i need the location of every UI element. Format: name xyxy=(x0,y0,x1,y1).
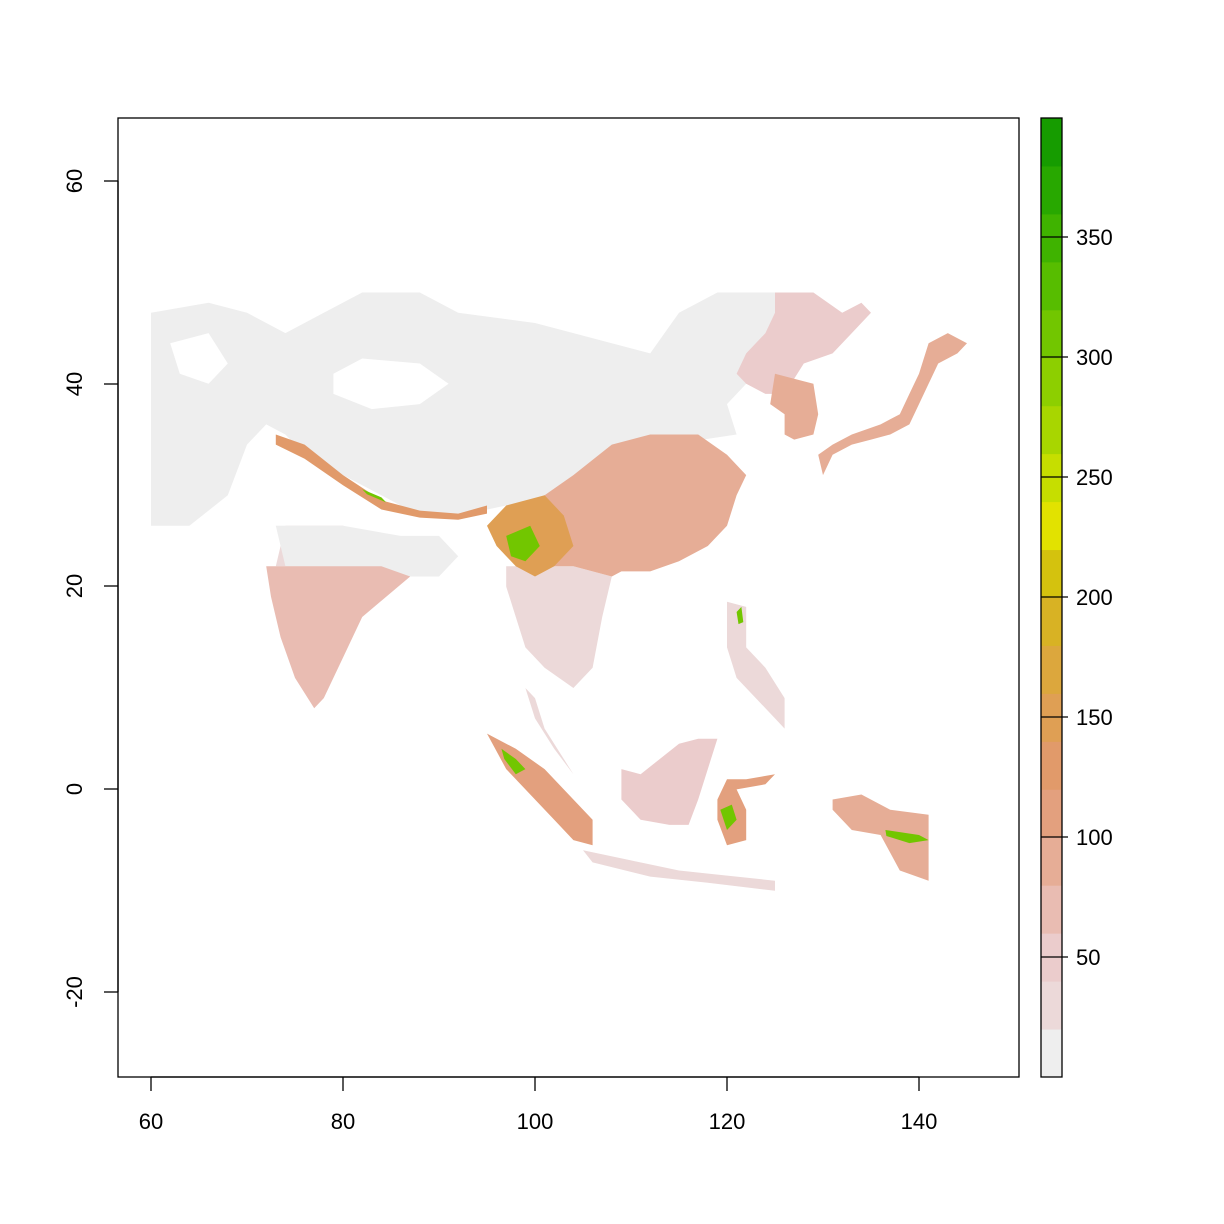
y-tick-label: -20 xyxy=(62,976,87,1008)
legend-swatch xyxy=(1041,741,1062,790)
legend-label: 50 xyxy=(1076,945,1100,970)
legend-color-bar xyxy=(1041,118,1062,1078)
legend-swatch xyxy=(1041,1029,1062,1078)
legend-swatch xyxy=(1041,261,1062,311)
legend-label: 150 xyxy=(1076,705,1113,730)
raster-map xyxy=(151,292,967,891)
hotspot xyxy=(506,525,540,562)
legend-swatch xyxy=(1041,597,1062,646)
region-sulawesi xyxy=(717,774,775,846)
x-tick-label: 120 xyxy=(709,1109,746,1134)
y-tick-label: 20 xyxy=(62,574,87,598)
region-new-guinea xyxy=(832,794,929,881)
legend-swatch xyxy=(1041,309,1062,359)
hotspot xyxy=(885,830,929,844)
hotspot xyxy=(362,489,387,503)
x-axis: 60 80 100 120 140 xyxy=(139,1076,938,1134)
legend-swatch xyxy=(1041,357,1062,407)
y-axis: 60 40 20 0 -20 xyxy=(62,169,119,1008)
region-south-china xyxy=(525,434,747,577)
y-tick-label: 60 xyxy=(62,169,87,193)
legend-swatch xyxy=(1041,165,1062,215)
region-western-ghats xyxy=(266,566,411,709)
region-korea xyxy=(770,373,819,440)
legend-swatch xyxy=(1041,118,1062,167)
region-japan xyxy=(818,333,967,476)
x-tick-label: 100 xyxy=(517,1109,554,1134)
hotspot xyxy=(736,606,744,625)
x-tick-label: 140 xyxy=(901,1109,938,1134)
legend-swatch xyxy=(1041,501,1062,551)
legend-swatch xyxy=(1041,981,1062,1030)
region-northeast-china xyxy=(736,292,871,394)
desert-kyzylkum xyxy=(170,333,228,384)
legend-swatch xyxy=(1041,213,1062,263)
legend-label: 350 xyxy=(1076,225,1113,250)
region-lowland xyxy=(583,850,775,891)
x-tick-label: 80 xyxy=(331,1109,355,1134)
legend-label: 300 xyxy=(1076,345,1113,370)
y-tick-label: 40 xyxy=(62,372,87,396)
legend-swatch xyxy=(1041,549,1062,598)
hotspot xyxy=(720,804,737,830)
legend-swatch xyxy=(1041,885,1062,934)
legend-label: 200 xyxy=(1076,585,1113,610)
hotspot xyxy=(501,748,526,775)
region-lowland xyxy=(727,601,785,729)
color-legend: 350 300 250 200 150 100 50 xyxy=(1040,117,1113,1078)
legend-swatch xyxy=(1041,837,1062,886)
legend-label: 250 xyxy=(1076,465,1113,490)
legend-swatch xyxy=(1041,789,1062,838)
region-central-asia-tibet xyxy=(151,292,804,526)
y-tick-label: 0 xyxy=(62,783,87,795)
region-central-asia-tibet xyxy=(275,525,459,587)
region-lowland xyxy=(525,688,574,775)
region-himalaya-front xyxy=(275,434,487,520)
x-tick-label: 60 xyxy=(139,1109,163,1134)
region-lowland xyxy=(506,566,612,688)
legend-swatch xyxy=(1041,645,1062,694)
legend-swatch xyxy=(1041,453,1062,503)
legend-swatch xyxy=(1041,405,1062,455)
desert-taklamakan xyxy=(333,358,449,410)
legend-label: 100 xyxy=(1076,825,1113,850)
region-borneo xyxy=(621,738,718,825)
